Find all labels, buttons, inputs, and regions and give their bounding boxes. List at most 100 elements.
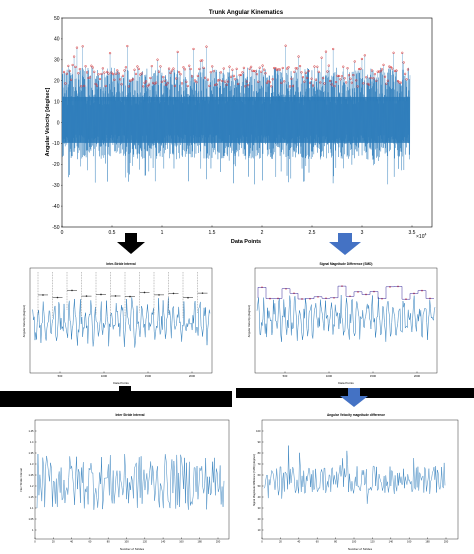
result-ibi-trace xyxy=(36,454,225,510)
peak-marker xyxy=(238,73,241,77)
peak-marker xyxy=(195,81,198,84)
peak-marker xyxy=(142,85,145,88)
peak-marker xyxy=(134,72,138,76)
peak-marker xyxy=(93,70,96,73)
peak-marker xyxy=(228,65,231,68)
peak-marker xyxy=(163,79,166,82)
peak-marker xyxy=(147,83,151,86)
peak-marker xyxy=(356,85,359,88)
peak-marker xyxy=(307,69,310,73)
y-tick-label: 1.45 xyxy=(28,429,34,433)
y-tick-label: 0 xyxy=(57,120,60,126)
peak-marker xyxy=(393,69,397,73)
peak-marker xyxy=(372,77,375,80)
main-plot: Trunk Angular Kinematics 50403020100-10-… xyxy=(45,10,433,245)
peak-marker xyxy=(310,77,313,80)
peak-marker xyxy=(91,66,94,69)
peak-marker xyxy=(176,50,179,54)
peak-marker xyxy=(264,72,267,75)
main-x-label: Data Points xyxy=(231,239,261,245)
peak-marker xyxy=(146,85,149,88)
peak-marker xyxy=(281,66,284,70)
main-signal-trace xyxy=(61,45,411,185)
peak-marker xyxy=(68,69,71,73)
peak-marker xyxy=(84,65,87,68)
peak-marker xyxy=(64,82,67,85)
peak-marker xyxy=(378,70,381,73)
y-tick-label: 1.3 xyxy=(30,462,34,466)
peak-marker xyxy=(101,67,105,70)
peak-marker xyxy=(340,75,343,78)
peak-marker xyxy=(278,68,282,71)
peak-marker xyxy=(117,72,120,75)
peak-marker xyxy=(363,54,366,57)
x-tick-label: 80 xyxy=(107,540,110,544)
peak-marker xyxy=(65,72,69,75)
peak-marker xyxy=(311,84,315,87)
peak-marker xyxy=(231,68,234,71)
peak-marker xyxy=(321,77,325,80)
main-x-ticks: 0 0.5 1 1.5 2 2.5 3 3.5 xyxy=(61,225,416,236)
arrow-left-down xyxy=(117,233,145,254)
x-tick-label: 0.5 xyxy=(109,230,116,236)
peak-marker xyxy=(106,70,109,74)
peak-marker xyxy=(314,78,318,81)
peak-marker xyxy=(239,73,243,77)
y-tick-label: 50 xyxy=(54,16,60,22)
peak-marker xyxy=(237,82,240,86)
x-tick-label: 60 xyxy=(88,540,91,544)
peak-marker xyxy=(406,68,410,71)
trace-line xyxy=(36,454,225,510)
peak-marker xyxy=(395,69,398,72)
result-smd-x-ticks: 0 20 40 60 80 100 120 140 160 180 200 xyxy=(261,537,449,544)
peak-marker xyxy=(149,76,152,80)
peak-marker xyxy=(183,68,187,71)
peak-marker xyxy=(392,51,395,54)
peak-marker xyxy=(317,70,320,74)
arrow-bottom-left xyxy=(111,386,139,405)
peak-marker xyxy=(294,67,297,70)
smd-y-label: Angular Velocity (deg/sec) xyxy=(247,305,251,338)
smd-x-label: Data Points xyxy=(338,381,354,385)
peak-marker xyxy=(124,66,128,69)
smd-x-ticks: 500 1000 1500 2000 xyxy=(283,371,421,378)
smd-panel-frame xyxy=(254,267,438,374)
peak-marker xyxy=(362,82,365,85)
peak-marker xyxy=(382,63,385,67)
peak-marker xyxy=(316,65,319,68)
y-tick-label: 30 xyxy=(258,506,261,510)
x-tick-label: 80 xyxy=(334,540,337,544)
peak-marker xyxy=(405,78,408,81)
peak-marker xyxy=(284,44,287,47)
y-tick-label: 50 xyxy=(258,484,261,488)
peak-marker xyxy=(110,71,113,74)
peak-marker xyxy=(261,64,264,67)
peak-marker xyxy=(235,67,238,71)
peak-marker xyxy=(323,82,326,85)
peak-marker xyxy=(355,79,358,82)
peak-marker xyxy=(71,63,74,67)
result-ibi-x-ticks: 0 20 40 60 80 100 120 140 160 180 200 xyxy=(34,537,221,544)
signal-magnitude-difference-panel: Signal Magnitude Difference (SMD) 500 100… xyxy=(247,262,438,385)
main-peak-markers xyxy=(62,44,410,88)
peak-marker xyxy=(172,67,175,70)
peak-marker xyxy=(180,82,184,85)
y-tick-label: 80 xyxy=(258,451,261,455)
x-tick-label: 120 xyxy=(143,540,148,544)
peak-marker xyxy=(83,84,86,88)
peak-marker xyxy=(153,82,156,85)
peak-marker xyxy=(98,77,102,81)
peak-marker xyxy=(248,67,251,70)
x-tick-label: 160 xyxy=(179,540,184,544)
peak-marker xyxy=(401,51,404,55)
peak-marker xyxy=(258,66,261,69)
stride-point xyxy=(172,292,175,295)
peak-marker xyxy=(114,72,117,75)
peak-marker xyxy=(198,67,201,71)
peak-marker xyxy=(75,46,79,49)
peak-marker xyxy=(121,74,125,78)
y-tick-label: 1.05 xyxy=(28,517,34,521)
peak-marker xyxy=(229,75,233,78)
peak-marker xyxy=(244,85,247,88)
peak-marker xyxy=(283,80,286,83)
